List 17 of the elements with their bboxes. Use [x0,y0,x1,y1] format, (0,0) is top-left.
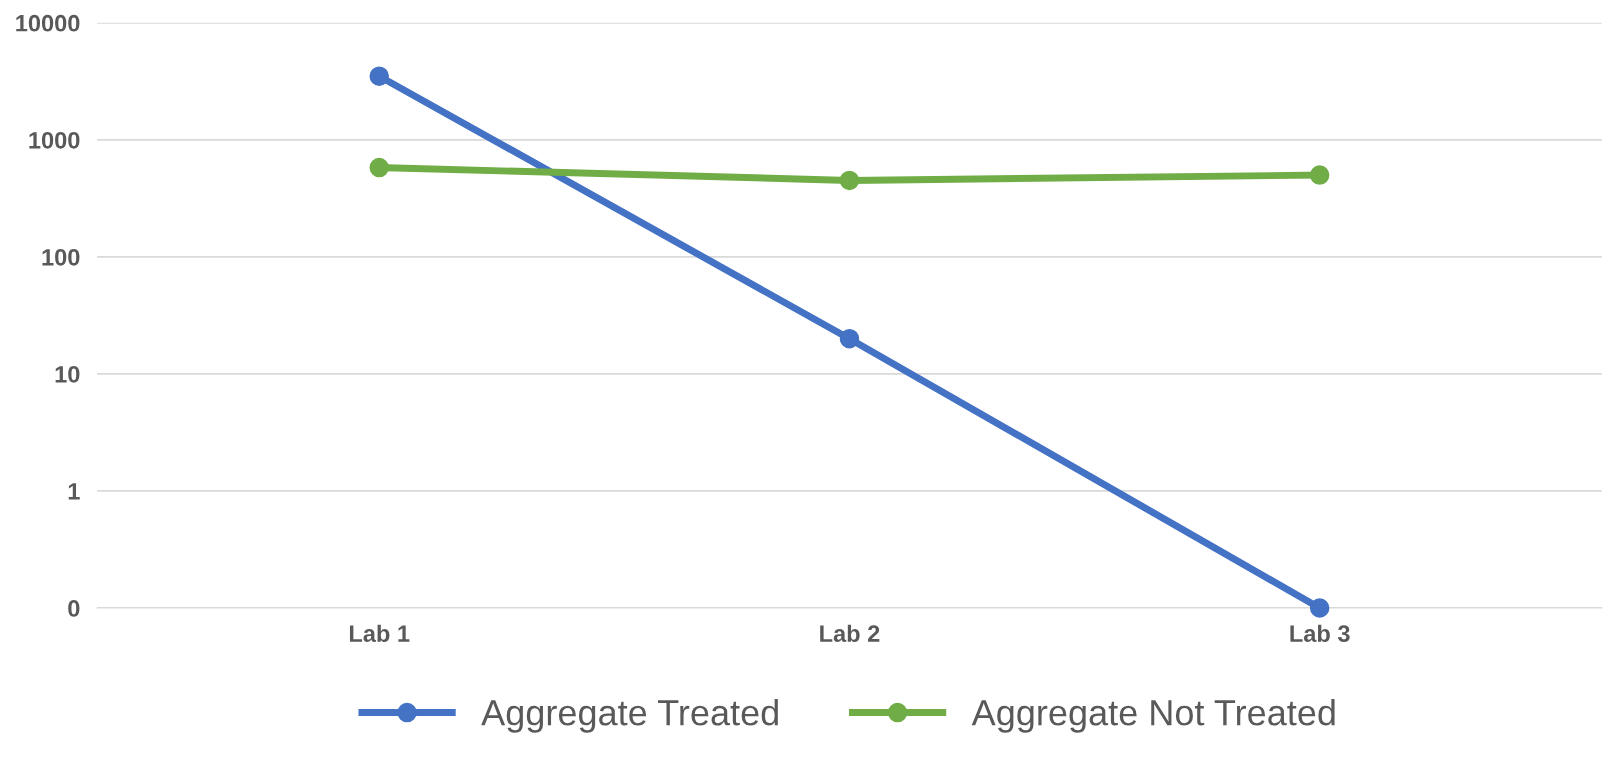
y-tick-label: 100 [42,248,80,266]
point [839,170,860,191]
x-tick-label: Lab 3 [1290,624,1350,643]
legend-label: Aggregate Not Treated [971,699,1335,733]
y-tick-label: 0 [68,600,80,617]
y-tick-label: 1000 [29,131,80,149]
y-tick-label: 10000 [16,14,80,32]
legend-label: Aggregate Treated [481,699,778,733]
point [1309,598,1330,618]
x-tick-label: Lab 1 [349,624,410,643]
point [369,157,389,178]
y-tick-label: 1 [68,483,80,500]
point [839,328,860,349]
x-tick-label: Lab 2 [820,624,880,643]
point [369,66,389,86]
point [1309,165,1330,185]
y-tick-label: 10 [55,365,80,383]
